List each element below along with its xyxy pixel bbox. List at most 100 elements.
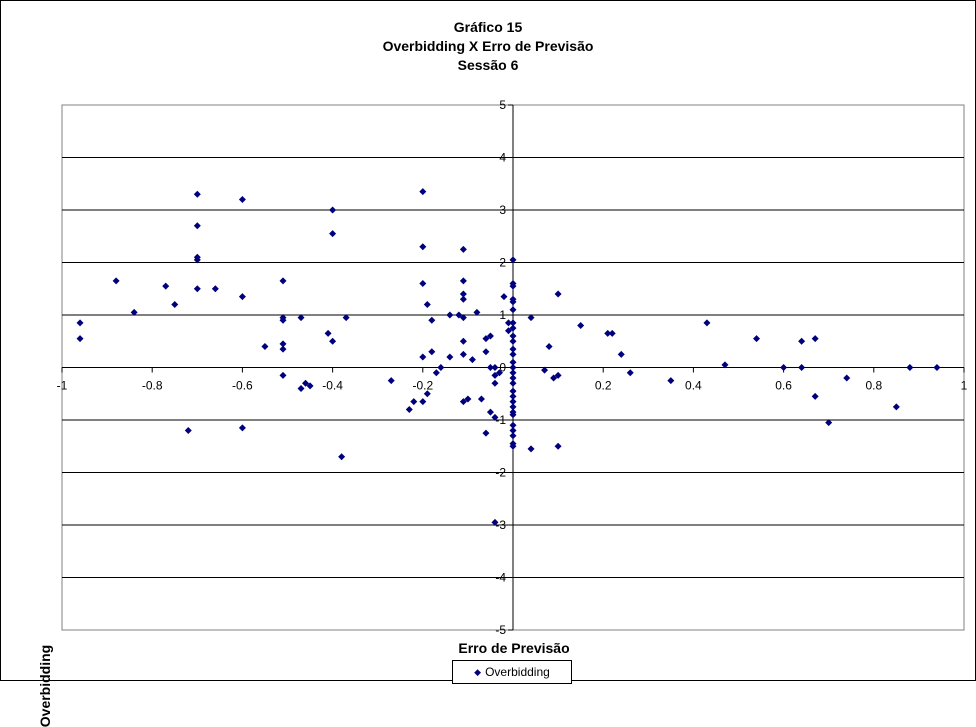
- data-point: [486, 364, 494, 371]
- data-point: [509, 298, 517, 306]
- data-point: [509, 337, 517, 345]
- data-point: [432, 369, 440, 377]
- data-point: [459, 398, 467, 406]
- data-point: [329, 230, 337, 238]
- data-point: [468, 356, 476, 364]
- data-point: [495, 369, 503, 377]
- y-tick-label: 5: [499, 98, 506, 112]
- data-point: [504, 319, 512, 327]
- data-point: [509, 324, 517, 332]
- x-tick-label: -0.8: [142, 379, 163, 393]
- data-point: [428, 348, 436, 356]
- data-point: [577, 322, 585, 329]
- data-point: [703, 319, 711, 327]
- data-point: [193, 222, 201, 230]
- x-tick-label: 0.6: [775, 379, 792, 393]
- x-tick-label: 0.2: [595, 379, 612, 393]
- data-point: [279, 277, 287, 285]
- data-point: [279, 345, 287, 353]
- data-points: [76, 188, 941, 526]
- data-point: [184, 427, 192, 434]
- data-point: [419, 188, 427, 196]
- data-point: [541, 366, 549, 374]
- y-tick-label: -5: [495, 623, 506, 637]
- data-point: [76, 319, 84, 327]
- y-tick-label: 2: [499, 256, 506, 270]
- data-point: [509, 379, 517, 387]
- data-point: [509, 392, 517, 400]
- data-point: [843, 374, 851, 382]
- data-point: [933, 364, 941, 371]
- x-tick-label: -1: [57, 379, 68, 393]
- y-tick-label: -2: [495, 466, 506, 480]
- data-point: [825, 419, 833, 427]
- data-point: [342, 314, 350, 322]
- data-point: [473, 308, 481, 316]
- data-point: [509, 306, 517, 314]
- data-point: [545, 343, 553, 350]
- data-point: [554, 442, 562, 450]
- data-point: [798, 364, 806, 371]
- data-point: [162, 282, 170, 290]
- legend-entry-label: Overbidding: [485, 665, 550, 679]
- tick-labels: -1 -0.8 -0.6 -0.4 -0.2 0.2 0.4 0.6 0.8 1 -5 -4 -3 -2 -…: [57, 98, 968, 637]
- chart-title-line-2: Overbidding X Erro de Previsão: [382, 38, 594, 54]
- data-point: [482, 348, 490, 356]
- data-point: [486, 332, 494, 340]
- data-point: [604, 329, 612, 337]
- data-point: [509, 256, 517, 264]
- x-tick-label: 1: [961, 379, 968, 393]
- chart-title-line-3: Sessão 6: [457, 57, 519, 73]
- y-tick-label: 3: [499, 203, 506, 217]
- data-point: [193, 285, 201, 293]
- y-tick-label: -1: [495, 413, 506, 427]
- chart-title: Gráfico 15 Overbidding X Erro de Previsã…: [0, 18, 976, 75]
- y-tick-label: -4: [495, 571, 506, 585]
- data-point: [811, 335, 819, 343]
- data-point: [509, 411, 517, 419]
- data-point: [261, 343, 269, 350]
- data-point: [500, 293, 508, 301]
- data-point: [509, 350, 517, 358]
- data-point: [464, 395, 472, 403]
- data-point: [238, 293, 246, 301]
- scatter-plot: -1 -0.8 -0.6 -0.4 -0.2 0.2 0.4 0.6 0.8 1 -5 -4 -3 -2 -…: [57, 98, 968, 637]
- data-point: [455, 311, 463, 319]
- data-point: [279, 371, 287, 379]
- data-point: [437, 364, 445, 371]
- data-point: [509, 432, 517, 440]
- data-point: [527, 314, 535, 322]
- data-point: [76, 335, 84, 343]
- data-point: [477, 395, 485, 403]
- data-point: [906, 364, 914, 371]
- data-point: [423, 301, 431, 308]
- data-point: [419, 243, 427, 251]
- data-point: [798, 337, 806, 345]
- data-point: [617, 350, 625, 358]
- data-point: [509, 427, 517, 434]
- data-point: [491, 379, 499, 387]
- data-point: [509, 358, 517, 366]
- data-point: [446, 353, 454, 361]
- data-point: [753, 335, 761, 343]
- y-axis-title: Overbidding: [37, 644, 54, 727]
- data-point: [302, 379, 310, 387]
- data-point: [306, 382, 314, 390]
- data-point: [509, 282, 517, 290]
- data-point: [509, 364, 517, 371]
- data-point: [297, 314, 305, 322]
- y-tick-label: 1: [499, 308, 506, 322]
- data-point: [509, 398, 517, 406]
- x-tick-label: 0.8: [865, 379, 882, 393]
- data-point: [459, 314, 467, 322]
- legend: ◆ Overbidding: [452, 660, 572, 684]
- data-point: [338, 453, 346, 461]
- data-point: [112, 277, 120, 285]
- x-tick-label: -0.2: [412, 379, 433, 393]
- data-point: [211, 285, 219, 293]
- data-point: [504, 327, 512, 335]
- data-point: [482, 335, 490, 343]
- data-point: [509, 421, 517, 429]
- x-tick-label: 0.4: [685, 379, 702, 393]
- data-point: [410, 398, 418, 406]
